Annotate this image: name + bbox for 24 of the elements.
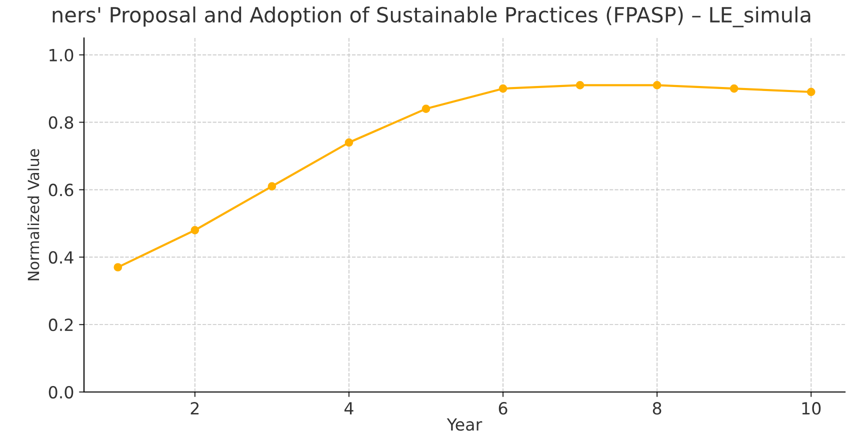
y-tick-label: 0.0	[48, 386, 74, 399]
x-tick-label: 2	[190, 402, 199, 414]
point	[114, 263, 122, 272]
chart-title: ners' Proposal and Adoption of Sustainable Practices (FPASP) – LE_simula	[52, 6, 810, 28]
point	[730, 84, 738, 93]
point	[806, 88, 816, 96]
x-tick-label: 4	[344, 402, 354, 414]
point	[190, 226, 200, 234]
y-tick-label: 0.6	[48, 184, 74, 196]
x-axis-title: Year	[446, 418, 482, 431]
point	[576, 81, 584, 90]
point	[652, 81, 662, 90]
point	[268, 182, 276, 191]
x-tick-label: 6	[498, 402, 508, 415]
y-tick-label: 0.4	[48, 251, 74, 264]
y-tick-label: 0.2	[48, 318, 73, 332]
x-tick-label: 10	[802, 402, 821, 415]
y-axis-title: Normalized Value	[27, 149, 40, 280]
x-tick-label: 8	[652, 402, 662, 415]
y-tick-label: 0.8	[48, 116, 74, 129]
y-tick-label: 1.0	[50, 48, 74, 62]
point	[422, 104, 430, 113]
point	[498, 84, 508, 93]
point	[344, 138, 354, 147]
